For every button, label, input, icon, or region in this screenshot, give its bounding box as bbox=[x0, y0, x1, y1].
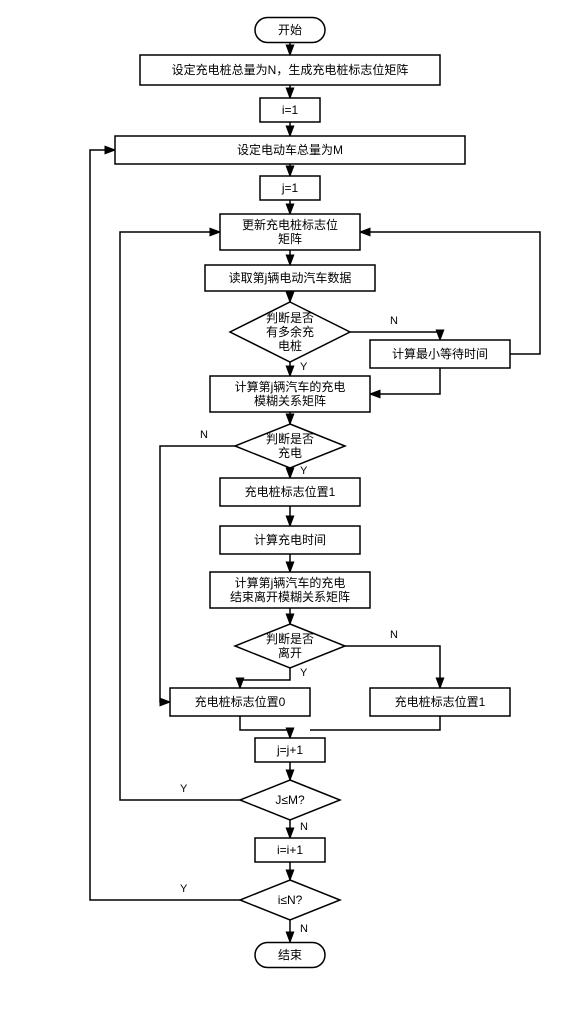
node-text: 设定电动车总量为M bbox=[237, 142, 343, 157]
node-text: i≤N? bbox=[278, 893, 303, 907]
node-n14: j=j+1 bbox=[255, 738, 325, 762]
flow-edge bbox=[360, 232, 540, 354]
edge-label: N bbox=[300, 821, 308, 833]
node-n4: j=1 bbox=[260, 176, 320, 200]
node-text: i=i+1 bbox=[277, 843, 303, 857]
node-text: 开始 bbox=[278, 23, 302, 37]
edge-label: Y bbox=[180, 883, 188, 895]
edge-label: Y bbox=[300, 465, 308, 477]
node-end: 结束 bbox=[255, 943, 325, 968]
node-text: 判断是否 bbox=[266, 631, 314, 646]
flow-edge bbox=[370, 368, 440, 394]
node-text: 矩阵 bbox=[278, 232, 302, 246]
flow-edge bbox=[350, 332, 440, 340]
flow-edge bbox=[240, 716, 290, 738]
node-text: 充电 bbox=[278, 445, 302, 460]
node-d4: J≤M? bbox=[240, 780, 340, 820]
node-n5: 更新充电桩标志位矩阵 bbox=[220, 214, 360, 250]
edge-label: Y bbox=[300, 361, 308, 373]
node-text: 结束离开模糊关系矩阵 bbox=[230, 589, 350, 604]
node-d5: i≤N? bbox=[240, 880, 340, 920]
node-n9: 充电桩标志位置1 bbox=[220, 478, 360, 506]
node-n1: 设定充电桩总量为N，生成充电桩标志位矩阵 bbox=[140, 55, 440, 85]
edge-label: Y bbox=[300, 667, 308, 679]
edge-label: N bbox=[390, 629, 398, 641]
flow-edge bbox=[90, 150, 240, 900]
flowchart-canvas: Y N Y N Y N N Y N Y 开始设定充电桩总量为N，生成充电桩标志位矩阵 i=1 设定电动… bbox=[10, 10, 563, 1010]
node-n12: 充电桩标志位置0 bbox=[170, 688, 310, 716]
node-text: 判断是否 bbox=[266, 431, 314, 446]
node-text: 读取第j辆电动汽车数据 bbox=[229, 270, 352, 285]
node-text: 结束 bbox=[278, 948, 302, 962]
node-text: 更新充电桩标志位 bbox=[242, 217, 338, 232]
node-n11: 计算第j辆汽车的充电结束离开模糊关系矩阵 bbox=[210, 572, 370, 608]
node-text: 设定充电桩总量为N，生成充电桩标志位矩阵 bbox=[172, 62, 409, 77]
edge-label: N bbox=[390, 315, 398, 327]
node-text: 计算第j辆汽车的充电 bbox=[235, 575, 346, 590]
node-n15: i=i+1 bbox=[255, 838, 325, 862]
node-text: 计算充电时间 bbox=[254, 532, 326, 547]
node-d3: 判断是否离开 bbox=[235, 624, 345, 668]
edge-label: Y bbox=[180, 783, 188, 795]
node-text: 充电桩标志位置0 bbox=[195, 694, 286, 709]
node-text: J≤M? bbox=[275, 793, 305, 807]
flow-edge bbox=[345, 646, 440, 688]
node-n2: i=1 bbox=[260, 98, 320, 122]
node-n7: 计算最小等待时间 bbox=[370, 340, 510, 368]
node-text: j=j+1 bbox=[276, 743, 303, 757]
node-text: i=1 bbox=[282, 103, 299, 117]
node-n6: 读取第j辆电动汽车数据 bbox=[205, 265, 375, 291]
node-start: 开始 bbox=[255, 18, 325, 43]
node-text: 计算最小等待时间 bbox=[392, 346, 488, 361]
node-n10: 计算充电时间 bbox=[220, 526, 360, 554]
node-text: 充电桩标志位置1 bbox=[245, 484, 336, 499]
node-text: 离开 bbox=[278, 645, 302, 660]
node-n13: 充电桩标志位置1 bbox=[370, 688, 510, 716]
node-text: 充电桩标志位置1 bbox=[395, 694, 486, 709]
flow-edge bbox=[310, 716, 440, 730]
node-text: 判断是否 bbox=[266, 310, 314, 325]
node-d1: 判断是否有多余充电桩 bbox=[230, 302, 350, 362]
flow-edge bbox=[240, 668, 290, 688]
node-n3: 设定电动车总量为M bbox=[115, 136, 465, 164]
node-text: j=1 bbox=[281, 181, 299, 195]
node-text: 有多余充 bbox=[266, 324, 314, 339]
node-d2: 判断是否充电 bbox=[235, 424, 345, 468]
edge-label: N bbox=[300, 923, 308, 935]
node-text: 计算第j辆汽车的充电 bbox=[235, 379, 346, 394]
node-text: 电桩 bbox=[278, 338, 302, 353]
node-n8: 计算第j辆汽车的充电模糊关系矩阵 bbox=[210, 376, 370, 412]
edge-label: N bbox=[200, 429, 208, 441]
node-text: 模糊关系矩阵 bbox=[254, 393, 326, 408]
